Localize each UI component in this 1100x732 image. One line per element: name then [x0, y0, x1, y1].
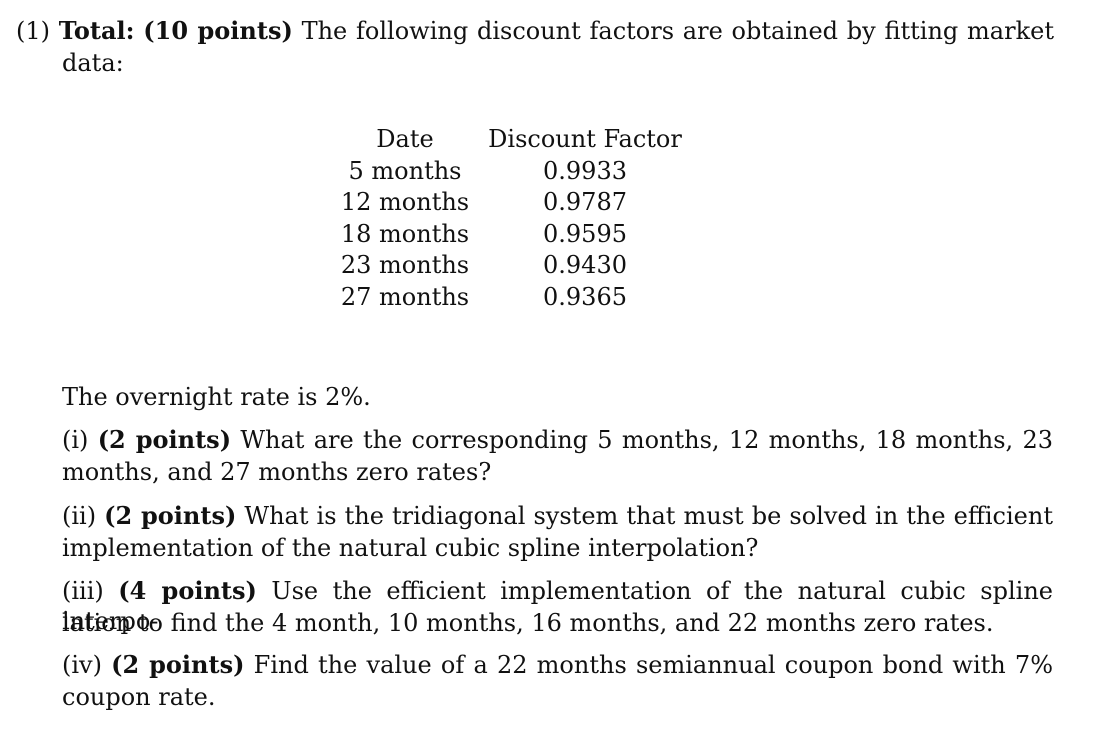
part-points: (4 points) [118, 576, 257, 605]
problem-number: (1) [16, 17, 50, 45]
table-cell-factor: 0.9365 [543, 282, 627, 311]
table-cell-factor: 0.9430 [543, 251, 627, 280]
table-row: 12 months 0.9787 [330, 187, 700, 219]
table-cell-factor: 0.9787 [543, 188, 627, 217]
table-cell-date: 12 months [340, 188, 470, 217]
table-cell-date: 5 months [348, 156, 462, 185]
table-header-discount-factor: Discount Factor [488, 125, 682, 153]
part-points: (2 points) [104, 501, 237, 530]
table-row: 5 months 0.9933 [330, 156, 700, 188]
table-cell-date: 27 months [340, 282, 470, 311]
part-text: What is the tridiagonal system that must… [244, 502, 1053, 530]
part-text: What are the corresponding 5 months, 12 … [240, 426, 1053, 454]
part-label: (iv) [62, 651, 102, 679]
table-row: 18 months 0.9595 [330, 219, 700, 251]
problem-points: (10 points) [143, 16, 293, 45]
part-iii-continued: lation to find the 4 month, 10 months, 1… [62, 609, 994, 637]
table-header-date: Date [376, 125, 434, 153]
part-points: (2 points) [111, 650, 245, 679]
part-i: (i) (2 points) What are the correspondin… [62, 425, 1053, 455]
part-label: (iii) [62, 577, 104, 605]
table-row: 27 months 0.9365 [330, 282, 700, 314]
discount-factor-table: Date Discount Factor 5 months 0.9933 12 … [330, 124, 700, 314]
problem-header: (1) Total: (10 points) The following dis… [16, 16, 1054, 46]
overnight-rate-text: The overnight rate is 2%. [62, 383, 371, 411]
table-cell-factor: 0.9595 [543, 219, 627, 248]
part-text: Use the efficient implementation of the … [62, 577, 1053, 635]
table-header-row: Date Discount Factor [330, 124, 700, 156]
problem-intro-continued: data: [62, 49, 124, 77]
table-cell-date: 18 months [340, 219, 470, 248]
part-iii: (iii) (4 points) Use the efficient imple… [62, 576, 1053, 636]
part-label: (i) [62, 426, 89, 454]
problem-intro: The following discount factors are obtai… [301, 17, 1054, 45]
table-cell-factor: 0.9933 [543, 156, 627, 185]
problem-total-label: Total: [58, 16, 135, 45]
part-ii: (ii) (2 points) What is the tridiagonal … [62, 501, 1053, 531]
part-label: (ii) [62, 502, 97, 530]
part-iv: (iv) (2 points) Find the value of a 22 m… [62, 650, 1053, 680]
part-text: Find the value of a 22 months semiannual… [253, 651, 1053, 679]
part-iv-continued: coupon rate. [62, 683, 216, 711]
part-points: (2 points) [97, 425, 232, 454]
table-row: 23 months 0.9430 [330, 250, 700, 282]
part-i-continued: months, and 27 months zero rates? [62, 458, 492, 486]
table-cell-date: 23 months [340, 251, 470, 280]
part-ii-continued: implementation of the natural cubic spli… [62, 534, 759, 562]
